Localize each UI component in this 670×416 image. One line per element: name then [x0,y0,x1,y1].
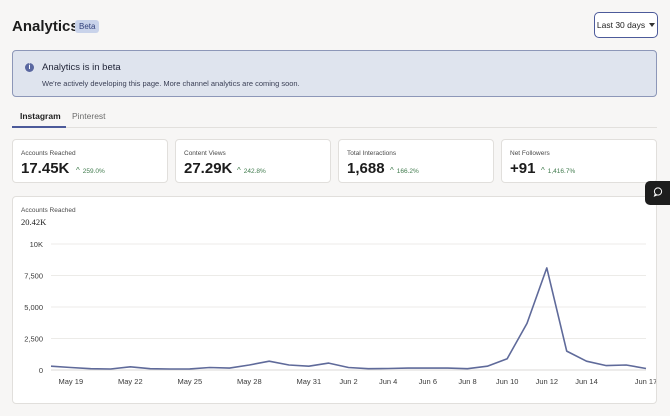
page-title: Analytics [12,18,79,35]
x-tick-label: May 19 [59,377,84,386]
date-range-dropdown[interactable]: Last 30 days [594,12,658,38]
x-tick-label: Jun 12 [536,377,559,386]
x-tick-label: Jun 4 [379,377,397,386]
x-tick-label: Jun 17 [635,377,656,386]
stat-value: +91 [510,160,536,177]
arrow-up-icon: ^ [76,166,80,175]
stat-card-accounts-reached: Accounts Reached 17.45K ^ 259.0% [12,139,168,183]
stat-value: 17.45K [21,160,70,177]
stat-delta-value: 242.8% [243,168,266,175]
series-line-accounts-reached [50,267,647,370]
caret-down-icon [649,23,656,27]
chart-total: 20.42K [21,217,47,227]
chart-label: Accounts Reached [21,207,76,214]
stat-delta: ^ 1,416.7% [541,166,575,175]
stat-card-content-views: Content Views 27.29K ^ 242.8% [175,139,331,183]
date-range-label: Last 30 days [596,20,646,30]
stat-value: 1,688 [347,160,385,177]
y-tick-label: 2,500 [24,335,43,344]
y-tick-label: 7,500 [24,272,43,281]
x-tick-label: Jun 2 [339,377,357,386]
x-tick-label: Jun 8 [458,377,476,386]
banner-text: We're actively developing this page. Mor… [42,79,300,88]
y-tick-label: 5,000 [24,303,43,312]
x-tick-label: Jun 10 [496,377,519,386]
chat-button[interactable] [645,181,670,205]
x-tick-label: Jun 14 [575,377,598,386]
accounts-reached-chart-card: Accounts Reached 20.42K 0 2,500 5,000 7,500… [12,196,657,404]
chat-bubble-icon [653,187,663,197]
arrow-up-icon: ^ [541,166,545,175]
stat-delta: ^ 259.0% [76,166,105,175]
x-tick-label: May 31 [297,377,322,386]
channel-tabs: Instagram Pinterest [12,108,657,128]
stat-delta: ^ 242.8% [237,166,266,175]
stat-delta: ^ 166.2% [390,166,419,175]
stat-delta-value: 166.2% [396,168,419,175]
beta-badge: Beta [75,20,100,33]
stat-card-total-interactions: Total Interactions 1,688 ^ 166.2% [338,139,494,183]
active-tab-indicator [12,126,66,128]
x-tick-label: Jun 6 [419,377,437,386]
banner-title: Analytics is in beta [42,62,121,73]
stat-label: Accounts Reached [21,150,76,157]
page-header: Analytics Beta Last 30 days [12,12,658,40]
tab-pinterest[interactable]: Pinterest [72,111,106,121]
stat-card-net-followers: Net Followers +91 ^ 1,416.7% [501,139,657,183]
stat-label: Content Views [184,150,226,157]
accounts-reached-line-chart: 0 2,500 5,000 7,500 10K May 19 May 22 May 25 May… [24,240,656,386]
y-tick-label: 10K [30,240,43,249]
arrow-up-icon: ^ [237,166,241,175]
x-tick-label: May 28 [237,377,262,386]
x-tick-label: May 22 [118,377,143,386]
tab-instagram[interactable]: Instagram [20,111,61,121]
stat-delta-value: 259.0% [82,168,105,175]
beta-info-banner: i Analytics is in beta We're actively de… [12,50,657,97]
arrow-up-icon: ^ [390,166,394,175]
y-tick-label: 0 [39,366,43,375]
info-icon: i [25,63,34,72]
stat-label: Total Interactions [347,150,397,157]
stat-delta-value: 1,416.7% [547,168,576,175]
stat-label: Net Followers [510,150,550,157]
stat-value: 27.29K [184,160,233,177]
x-tick-label: May 25 [178,377,203,386]
